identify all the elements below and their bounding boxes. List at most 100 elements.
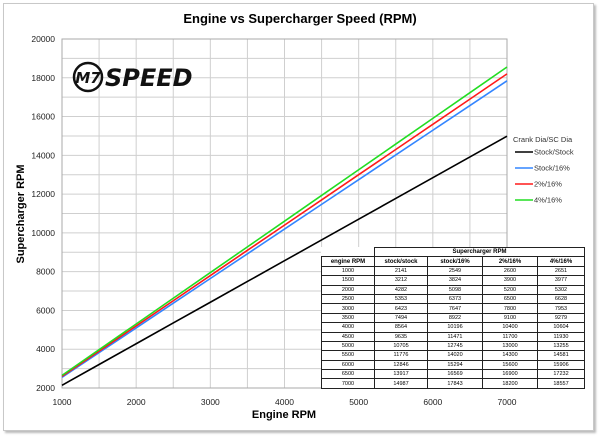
x-tick-label: 2000 bbox=[127, 397, 146, 407]
table-cell: 5500 bbox=[321, 350, 375, 361]
series-line-stock-16- bbox=[61, 80, 508, 379]
table-cell: 2500 bbox=[321, 293, 375, 305]
legend-label: 2%/16% bbox=[534, 180, 562, 189]
table-cell: 15600 bbox=[482, 359, 538, 371]
table-cell: 14020 bbox=[427, 350, 483, 361]
x-tick-label: 5000 bbox=[349, 397, 368, 407]
x-tick-label: 3000 bbox=[201, 397, 220, 407]
y-tick-label: 6000 bbox=[36, 305, 55, 315]
table-cell: 5353 bbox=[374, 293, 428, 305]
table-cell: 3212 bbox=[374, 275, 428, 286]
col-header: stock/stock bbox=[374, 256, 428, 267]
y-tick-label: 4000 bbox=[36, 344, 55, 354]
table-cell: 6000 bbox=[321, 359, 375, 371]
table-cell: 4500 bbox=[321, 331, 375, 342]
logo: M7 SPEED bbox=[72, 61, 193, 93]
table-cell: 7494 bbox=[374, 312, 428, 324]
y-tick-label: 12000 bbox=[31, 189, 55, 199]
col-header: 4%/16% bbox=[537, 256, 585, 267]
table-row: 2500 5353 6373 6500 6628 bbox=[321, 293, 585, 305]
table-cell: 1500 bbox=[321, 275, 375, 286]
table-cell: 13917 bbox=[374, 369, 428, 380]
legend-label: 4%/16% bbox=[534, 196, 562, 205]
table-cell: 3500 bbox=[321, 312, 375, 324]
table-row: 5000 10705 12745 13000 13255 bbox=[321, 340, 585, 352]
table-cell: 11471 bbox=[427, 331, 483, 342]
table-row: 1000 2141 2549 2600 2651 bbox=[321, 265, 585, 277]
table-row: 6000 12846 15294 15600 15906 bbox=[321, 359, 585, 371]
y-tick-label: 16000 bbox=[31, 112, 55, 122]
table-corner bbox=[321, 247, 375, 258]
table-cell: 14987 bbox=[374, 378, 428, 389]
table-cell: 4282 bbox=[374, 284, 428, 295]
table-cell: 3000 bbox=[321, 303, 375, 314]
series-line-4-16- bbox=[61, 66, 508, 377]
chart-title: Engine vs Supercharger Speed (RPM) bbox=[183, 11, 416, 26]
table-cell: 6500 bbox=[321, 369, 375, 380]
table-cell: 12745 bbox=[427, 340, 483, 352]
table-cell: 17232 bbox=[537, 369, 585, 380]
col-header: stock/16% bbox=[427, 256, 483, 267]
y-tick-label: 14000 bbox=[31, 150, 55, 160]
plot-area bbox=[61, 38, 508, 389]
table-row: 5500 11776 14020 14300 14581 bbox=[321, 350, 585, 361]
table-cell: 6500 bbox=[482, 293, 538, 305]
data-table: Supercharger RPM engine RPM stock/stock … bbox=[321, 246, 585, 389]
table-cell: 2651 bbox=[537, 265, 585, 277]
logo-mark: M7 bbox=[75, 69, 101, 87]
table-cell: 7800 bbox=[482, 303, 538, 314]
table-row: 6500 13917 16569 16900 17232 bbox=[321, 369, 585, 380]
table-cell: 11776 bbox=[374, 350, 428, 361]
table-cell: 10705 bbox=[374, 340, 428, 352]
table-cell: 2600 bbox=[482, 265, 538, 277]
x-tick-label: 4000 bbox=[275, 397, 294, 407]
y-tick-label: 18000 bbox=[31, 73, 55, 83]
table-cell: 1000 bbox=[321, 265, 375, 277]
table-cell: 9100 bbox=[482, 312, 538, 324]
table-cell: 5000 bbox=[321, 340, 375, 352]
table-cell: 12846 bbox=[374, 359, 428, 371]
logo-circle bbox=[72, 61, 104, 93]
table-cell: 6423 bbox=[374, 303, 428, 314]
table-cell: 9635 bbox=[374, 331, 428, 342]
table-cell: 7647 bbox=[427, 303, 483, 314]
col-header: engine RPM bbox=[321, 256, 375, 267]
table-cell: 5098 bbox=[427, 284, 483, 295]
table-cell: 3900 bbox=[482, 275, 538, 286]
legend-title: Crank Dia/SC Dia bbox=[513, 135, 573, 144]
table-cell: 16569 bbox=[427, 369, 483, 380]
table-cell: 6373 bbox=[427, 293, 483, 305]
table-cell: 16900 bbox=[482, 369, 538, 380]
table-cell: 15294 bbox=[427, 359, 483, 371]
table-cell: 17843 bbox=[427, 378, 483, 389]
table-cell: 4000 bbox=[321, 322, 375, 333]
logo-word: SPEED bbox=[105, 64, 193, 92]
table-cell: 7953 bbox=[537, 303, 585, 314]
table-cell: 15906 bbox=[537, 359, 585, 371]
table-cell: 6628 bbox=[537, 293, 585, 305]
table-cell: 13000 bbox=[482, 340, 538, 352]
y-tick-label: 10000 bbox=[31, 228, 55, 238]
table-cell: 2141 bbox=[374, 265, 428, 277]
table-cell: 11700 bbox=[482, 331, 538, 342]
table-cell: 18557 bbox=[537, 378, 585, 389]
x-tick-label: 6000 bbox=[423, 397, 442, 407]
col-header: 2%/16% bbox=[482, 256, 538, 267]
table-group-header: Supercharger RPM bbox=[374, 246, 585, 258]
table-cell: 13255 bbox=[537, 340, 585, 352]
table-cell: 14581 bbox=[537, 350, 585, 361]
table-cell: 8564 bbox=[374, 322, 428, 333]
x-axis-label: Engine RPM bbox=[252, 409, 316, 421]
table-cell: 10196 bbox=[427, 322, 483, 333]
table-cell: 10400 bbox=[482, 322, 538, 333]
table-cell: 2549 bbox=[427, 265, 483, 277]
table-row: 7000 14987 17843 18200 18557 bbox=[321, 378, 585, 389]
table-cell: 2000 bbox=[321, 284, 375, 295]
table-row: 3000 6423 7647 7800 7953 bbox=[321, 303, 585, 314]
y-tick-label: 2000 bbox=[36, 383, 55, 393]
table-cell: 11930 bbox=[537, 331, 585, 342]
table-cell: 10604 bbox=[537, 322, 585, 333]
x-tick-label: 7000 bbox=[498, 397, 517, 407]
table-cell: 9279 bbox=[537, 312, 585, 324]
table-row: 2000 4282 5098 5200 5302 bbox=[321, 284, 585, 295]
